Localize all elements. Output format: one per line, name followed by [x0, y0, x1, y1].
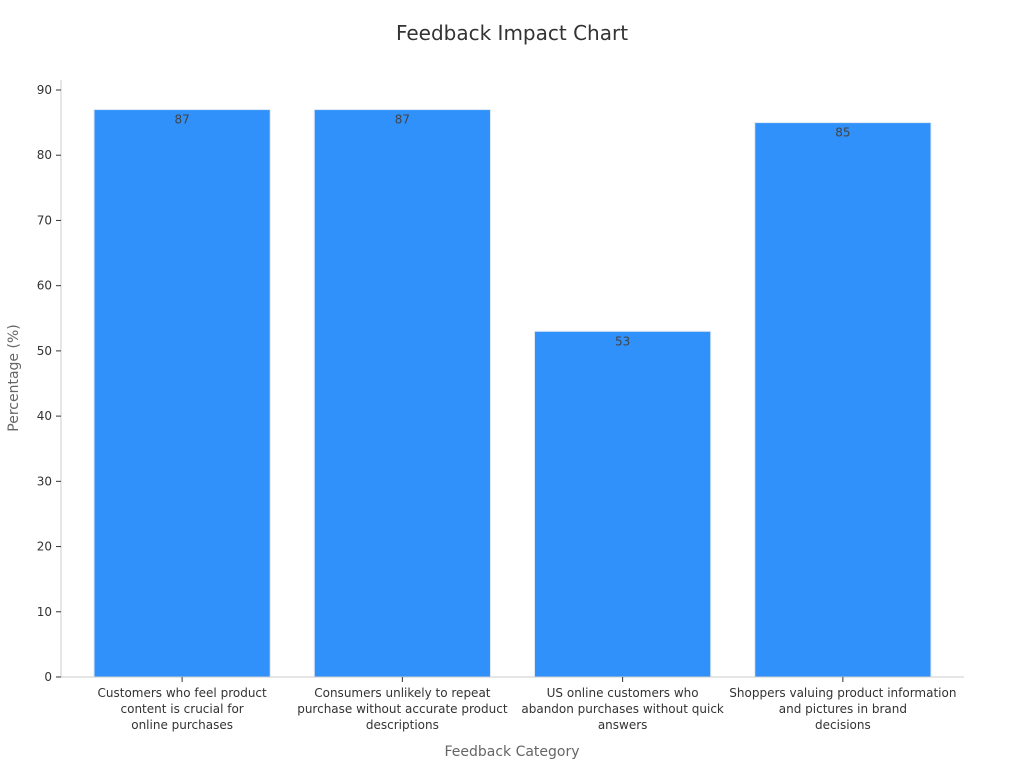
y-tick-label: 90: [37, 83, 52, 97]
bar: [313, 109, 491, 678]
x-axis-title: Feedback Category: [444, 744, 579, 760]
y-tick-label: 50: [37, 344, 52, 358]
y-tick-label: 20: [37, 540, 52, 554]
y-axis-title: Percentage (%): [6, 324, 22, 431]
x-category-label: Shoppers valuing product information and …: [729, 686, 956, 732]
y-axis: 0 10 20 30 40 50 60 70 80 90: [37, 80, 62, 684]
y-tick-label: 30: [37, 474, 52, 488]
bar-data-label: 87: [395, 113, 410, 127]
bars-group: 87 87 53 85: [93, 109, 932, 678]
bar: [93, 109, 271, 678]
bar-data-label: 53: [615, 334, 630, 348]
y-tick-label: 0: [44, 670, 52, 684]
x-axis: Customers who feel product content is cru…: [61, 676, 964, 732]
bar-data-label: 87: [174, 113, 189, 127]
y-tick-label: 60: [37, 279, 52, 293]
y-tick-label: 80: [37, 148, 52, 162]
x-category-label: US online customers who abandon purchases…: [521, 686, 724, 732]
y-tick-label: 70: [37, 213, 52, 227]
x-category-label: Consumers unlikely to repeat purchase wit…: [297, 686, 508, 732]
x-category-label: Customers who feel product content is cru…: [98, 686, 268, 732]
y-tick-label: 40: [37, 409, 52, 423]
bar: [534, 330, 712, 678]
y-tick-label: 10: [37, 605, 52, 619]
bar-data-label: 85: [835, 126, 850, 140]
bar: [754, 122, 932, 678]
chart-title: Feedback Impact Chart: [396, 21, 628, 45]
